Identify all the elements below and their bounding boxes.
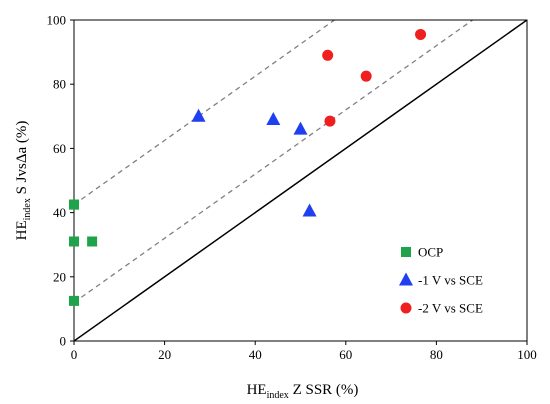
x-tick-label: 80	[430, 347, 443, 362]
y-tick-label: 20	[53, 269, 66, 284]
y-tick-label: 60	[53, 141, 66, 156]
legend-marker-2	[400, 302, 412, 314]
x-tick-label: 20	[158, 347, 171, 362]
y-tick-label: 80	[53, 77, 66, 92]
point-series-0	[69, 295, 79, 306]
offset-dashed-line-2	[74, 20, 335, 206]
point-series-2	[360, 70, 372, 82]
point-series-2	[322, 49, 334, 61]
point-series-1	[302, 203, 317, 217]
y-axis-label: HEindex S JvsΔa (%)	[14, 121, 33, 241]
point-series-2	[415, 28, 427, 40]
x-tick-label: 100	[517, 347, 537, 362]
legend-label-0: OCP	[418, 245, 443, 260]
x-axis-ticks: 0 20 40 60 80 100	[71, 341, 537, 362]
x-axis-label: HEindex Z SSR (%)	[247, 382, 359, 401]
data-points	[69, 28, 427, 306]
legend-label-2: -2 V vs SCE	[418, 301, 483, 316]
y-tick-label: 0	[60, 334, 67, 349]
x-tick-label: 0	[71, 347, 78, 362]
parity-line-0	[74, 20, 527, 341]
plot-frame	[73, 19, 528, 342]
legend-marker-1	[399, 272, 413, 286]
x-tick-label: 60	[339, 347, 352, 362]
legend-label-1: -1 V vs SCE	[418, 273, 483, 288]
legend: OCP -1 V vs SCE -2 V vs SCE	[399, 245, 483, 316]
point-series-0	[69, 236, 79, 247]
y-tick-label: 100	[47, 13, 67, 28]
point-series-0	[87, 236, 98, 247]
point-series-2	[324, 115, 336, 127]
plot-area	[74, 20, 527, 341]
x-tick-label: 40	[249, 347, 262, 362]
legend-marker-0	[401, 247, 411, 257]
y-tick-label: 40	[53, 205, 66, 220]
point-series-1	[191, 108, 206, 122]
point-series-1	[266, 112, 281, 126]
offset-dashed-line-1	[74, 20, 474, 304]
point-series-1	[293, 121, 308, 135]
y-axis-ticks: 0 20 40 60 80 100	[47, 13, 74, 349]
point-series-0	[69, 199, 79, 210]
